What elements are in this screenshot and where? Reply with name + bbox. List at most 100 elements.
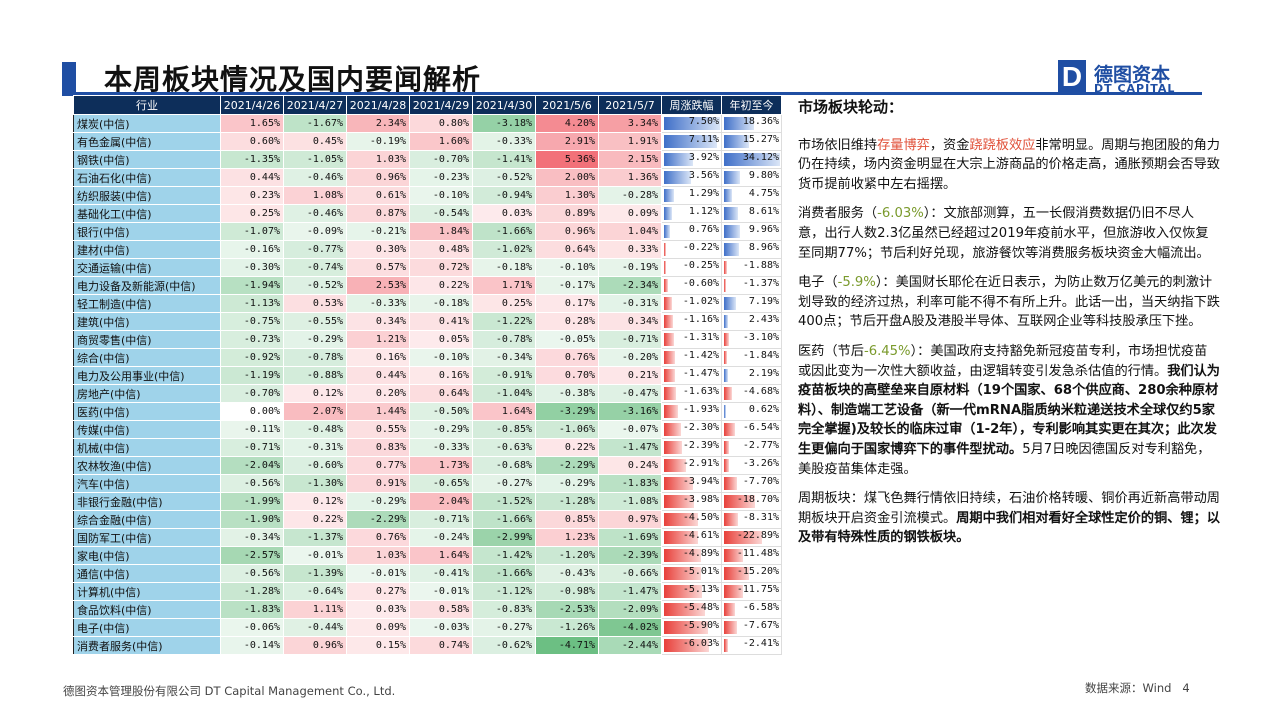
ytd-change-value: -22.89% — [736, 530, 779, 541]
sector-name: 银行(中信) — [73, 222, 221, 241]
daily-change: -0.78% — [283, 348, 347, 367]
daily-change: 3.34% — [598, 114, 662, 133]
daily-change: 0.76% — [535, 348, 599, 367]
column-header: 2021/4/26 — [220, 95, 284, 115]
daily-change: -0.60% — [283, 456, 347, 475]
text-segment: ）：文旅部测算，五一长假消费数据仍旧不尽人意，出行人数2.3亿虽然已经超过201… — [798, 206, 1210, 261]
text-segment: 跷跷板效应 — [969, 137, 1036, 153]
text-segment: 非常明显。周期与抱团股的角力仍在持续，场内资金明显在大宗上游商品的价格走高，通胀… — [798, 137, 1220, 192]
daily-change: -2.44% — [598, 636, 662, 655]
daily-change: -1.83% — [598, 474, 662, 493]
weekly-change-value: -5.13% — [682, 584, 719, 595]
ytd-change-bar — [724, 567, 749, 580]
ytd-change: -7.70% — [721, 474, 782, 493]
daily-change: 0.96% — [283, 636, 347, 655]
daily-change: 1.84% — [409, 222, 473, 241]
daily-change: -0.38% — [535, 384, 599, 403]
daily-change: 0.20% — [346, 384, 410, 403]
daily-change: 0.97% — [598, 510, 662, 529]
text-segment: 周期中我们相对看好全球性定价的铜、锂；以及带有特殊性质的钢铁板块。 — [798, 510, 1220, 546]
daily-change: -0.29% — [283, 330, 347, 349]
daily-change: -2.04% — [220, 456, 284, 475]
daily-change: -0.29% — [409, 420, 473, 439]
daily-change: 0.45% — [283, 132, 347, 151]
ytd-change: 18.36% — [721, 114, 782, 133]
commentary-heading: 市场板块轮动： — [798, 98, 904, 116]
ytd-change-value: -2.77% — [742, 440, 779, 451]
daily-change: 0.22% — [283, 510, 347, 529]
daily-change: -0.11% — [220, 420, 284, 439]
daily-change: 1.60% — [409, 132, 473, 151]
ytd-change-value: 8.61% — [748, 206, 779, 217]
table-row: 钢铁(中信) -1.35% -1.05% 1.03% -0.70% -1.41% 5.36%… — [73, 150, 782, 169]
ytd-change-value: -18.70% — [736, 494, 779, 505]
ytd-change-bar — [724, 117, 755, 130]
sector-name: 煤炭(中信) — [73, 114, 221, 133]
ytd-change-value: -6.54% — [742, 422, 779, 433]
daily-change: -1.90% — [220, 510, 284, 529]
daily-change: -0.46% — [283, 168, 347, 187]
ytd-change: -7.67% — [721, 618, 782, 637]
daily-change: -0.16% — [220, 240, 284, 259]
daily-change: -0.52% — [283, 276, 347, 295]
ytd-change: 0.62% — [721, 402, 782, 421]
daily-change: 0.09% — [346, 618, 410, 637]
daily-change: -0.17% — [535, 276, 599, 295]
weekly-change-bar — [664, 351, 675, 364]
sector-name: 通信(中信) — [73, 564, 221, 583]
daily-change: 1.03% — [346, 546, 410, 565]
daily-change: -1.05% — [283, 150, 347, 169]
sector-name: 钢铁(中信) — [73, 150, 221, 169]
text-segment: 我们认为疫苗板块的高壁垒来自原材料（19个国家、68个供应商、280余种原材料）… — [798, 363, 1220, 457]
ytd-change-value: -11.48% — [736, 548, 779, 559]
daily-change: 0.80% — [409, 114, 473, 133]
sector-name: 综合(中信) — [73, 348, 221, 367]
ytd-change-value: 8.96% — [748, 242, 779, 253]
ytd-change-bar — [724, 423, 735, 436]
daily-change: -0.34% — [472, 348, 536, 367]
daily-change: 2.53% — [346, 276, 410, 295]
daily-change: 4.20% — [535, 114, 599, 133]
daily-change: -0.30% — [220, 258, 284, 277]
table-row: 房地产(中信) -0.70% 0.12% 0.20% 0.64% -1.04% -0.38%… — [73, 384, 782, 403]
sector-name: 消费者服务(中信) — [73, 636, 221, 655]
ytd-change: -6.54% — [721, 420, 782, 439]
ytd-change: -2.77% — [721, 438, 782, 457]
daily-change: -0.27% — [472, 474, 536, 493]
daily-change: -1.67% — [283, 114, 347, 133]
daily-change: 5.36% — [535, 150, 599, 169]
daily-change: -0.56% — [220, 474, 284, 493]
daily-change: -4.02% — [598, 618, 662, 637]
weekly-change: -3.94% — [661, 474, 722, 493]
daily-change: -4.71% — [535, 636, 599, 655]
daily-change: -0.71% — [409, 510, 473, 529]
weekly-change: -1.16% — [661, 312, 722, 331]
table-row: 轻工制造(中信) -1.13% 0.53% -0.33% -0.18% 0.25% 0.17… — [73, 294, 782, 313]
ytd-change: 9.80% — [721, 168, 782, 187]
weekly-change-bar — [664, 495, 694, 508]
weekly-change: -1.31% — [661, 330, 722, 349]
daily-change: 0.74% — [409, 636, 473, 655]
daily-change: 0.27% — [346, 582, 410, 601]
daily-change: -0.70% — [409, 150, 473, 169]
daily-change: -0.34% — [220, 528, 284, 547]
weekly-change: 1.29% — [661, 186, 722, 205]
ytd-change-bar — [724, 315, 728, 328]
ytd-change-bar — [724, 333, 730, 346]
daily-change: -0.70% — [220, 384, 284, 403]
daily-change: 0.17% — [535, 294, 599, 313]
daily-change: 0.33% — [598, 240, 662, 259]
text-segment: -6.03% — [877, 206, 924, 222]
daily-change: 0.48% — [409, 240, 473, 259]
daily-change: -0.05% — [535, 330, 599, 349]
sector-name: 综合金融(中信) — [73, 510, 221, 529]
ytd-change: -11.75% — [721, 582, 782, 601]
daily-change: -0.71% — [220, 438, 284, 457]
daily-change: -0.43% — [535, 564, 599, 583]
daily-change: 0.30% — [346, 240, 410, 259]
weekly-change-value: -2.39% — [682, 440, 719, 451]
sector-name: 机械(中信) — [73, 438, 221, 457]
weekly-change-bar — [664, 477, 694, 490]
ytd-change: 2.19% — [721, 366, 782, 385]
weekly-change: -2.91% — [661, 456, 722, 475]
